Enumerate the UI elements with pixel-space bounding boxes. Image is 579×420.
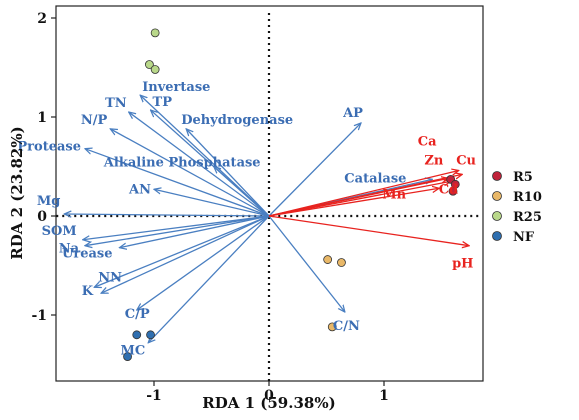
env-vector-label: Protease	[17, 140, 81, 155]
y-axis-title: RDA 2 (23.82%)	[8, 126, 26, 259]
sample-point-r10	[337, 258, 346, 267]
env-arrow	[268, 123, 361, 217]
sample-point-nf	[132, 330, 142, 340]
env-vector-label: MC	[121, 344, 146, 359]
metal-vector-label: Cu	[456, 153, 476, 168]
env-vector-label: Urease	[62, 247, 112, 262]
env-arrow	[148, 215, 270, 343]
metal-vector-label: pH	[452, 257, 473, 272]
metal-arrow	[268, 181, 451, 217]
metal-vectors	[268, 170, 469, 246]
y-tick-label: 2	[37, 11, 47, 27]
legend-swatch-r25	[492, 211, 502, 221]
legend-swatch-r10	[492, 191, 502, 201]
sample-point-r25	[150, 65, 160, 74]
x-tick-label: 1	[379, 388, 389, 404]
metal-vector-label: Zn	[424, 153, 443, 168]
env-vector-label: Catalase	[344, 171, 406, 186]
y-tick-label: 1	[37, 110, 47, 126]
sample-points	[123, 28, 460, 361]
y-tick-label: 0	[37, 209, 47, 225]
sample-point-nf	[146, 330, 155, 340]
metal-vector-label: Mn	[382, 187, 406, 202]
env-vector-label: Invertase	[142, 80, 210, 95]
env-vector-label: AP	[342, 106, 363, 121]
env-arrow	[129, 112, 270, 217]
env-arrow	[154, 189, 270, 217]
metal-arrow	[268, 170, 459, 217]
legend: R5 R10 R25 NF	[492, 170, 542, 245]
sample-point-nf	[123, 352, 132, 361]
env-arrow	[101, 215, 270, 293]
sample-point-r10	[327, 322, 337, 332]
env-arrow	[85, 149, 270, 217]
x-axis-title: RDA 1 (59.38%)	[202, 394, 335, 412]
x-tick-label: -1	[146, 388, 162, 404]
zero-lines	[56, 13, 482, 385]
env-vector-label: C/N	[333, 319, 360, 334]
legend-swatch-r5	[492, 171, 502, 181]
environment-vectors	[64, 95, 432, 343]
env-arrow	[186, 129, 270, 217]
axis-ticks: -1 0 1 -1 0 1 2	[31, 11, 388, 404]
env-vector-label: Na	[59, 242, 80, 257]
env-vector-label: TP	[153, 95, 173, 110]
legend-label-r5: R5	[513, 170, 533, 185]
env-arrow	[137, 215, 270, 310]
env-arrow	[94, 215, 270, 287]
metal-vector-label: Ca	[418, 134, 437, 149]
env-arrow	[110, 129, 270, 217]
sample-point-r25	[144, 60, 154, 69]
x-tick-label: 0	[264, 388, 274, 404]
env-vector-label: N/P	[81, 113, 108, 128]
env-arrow	[268, 215, 345, 312]
metal-arrow	[268, 215, 469, 246]
env-arrow	[64, 214, 270, 216]
metal-arrow	[268, 188, 439, 217]
metal-vector-label: Cd	[439, 182, 458, 197]
env-arrow	[140, 95, 270, 217]
env-vector-label: Dehydrogenase	[181, 113, 293, 128]
env-vector-label: SOM	[42, 224, 77, 239]
env-vector-label: TN	[105, 96, 127, 111]
y-tick-label: -1	[31, 308, 47, 324]
env-arrow	[214, 167, 270, 217]
env-vector-label: NN	[98, 270, 122, 285]
metal-arrow	[268, 174, 462, 217]
env-vector-label: AN	[128, 182, 151, 197]
legend-label-r25: R25	[513, 210, 542, 225]
env-arrow	[85, 215, 270, 246]
sample-point-r25	[150, 28, 160, 38]
sample-point-r10	[323, 255, 333, 264]
env-vector-label: Mg	[37, 194, 60, 209]
legend-swatch-nf	[492, 231, 502, 241]
env-vector-label: C/P	[125, 307, 150, 322]
legend-label-r10: R10	[513, 190, 542, 205]
legend-label-nf: NF	[513, 230, 535, 245]
env-vector-label: Alkaline Phosphatase	[103, 156, 261, 171]
sample-point-r5	[448, 186, 458, 196]
env-arrow	[83, 215, 270, 240]
env-arrow	[120, 215, 270, 248]
env-vector-label: K	[82, 284, 94, 299]
